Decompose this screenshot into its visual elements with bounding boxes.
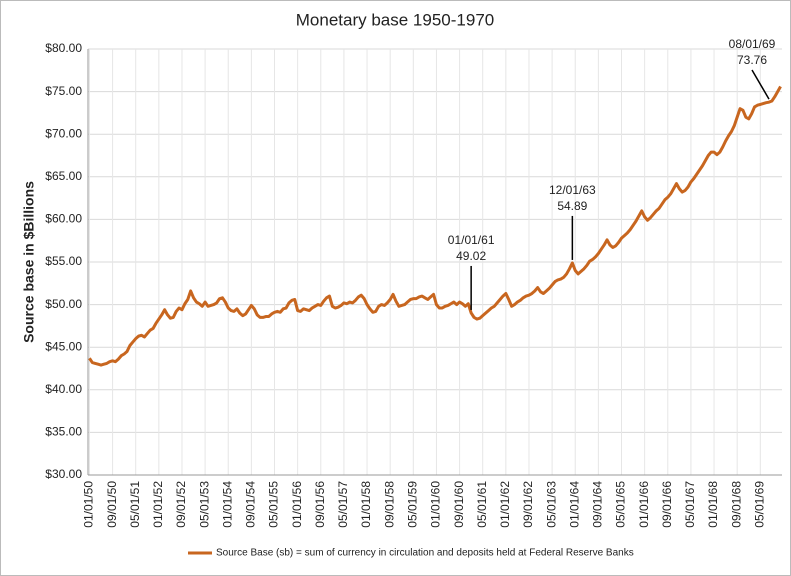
x-tick-label: 09/01/68 [729, 481, 743, 528]
x-tick-label: 09/01/56 [313, 481, 327, 528]
x-tick-label: 01/01/58 [359, 481, 373, 528]
y-tick-label: $55.00 [45, 254, 82, 268]
x-tick-label: 05/01/51 [128, 481, 142, 528]
x-tick-label: 05/01/57 [336, 481, 350, 528]
y-tick-label: $35.00 [45, 425, 82, 439]
x-tick-label: 05/01/61 [475, 481, 489, 528]
y-tick-label: $60.00 [45, 212, 82, 226]
x-tick-label: 09/01/66 [660, 481, 674, 528]
annotation-date: 08/01/69 [729, 37, 776, 51]
annotation-value: 73.76 [737, 53, 767, 67]
chart-title: Monetary base 1950-1970 [296, 10, 494, 29]
annotation-date: 01/01/61 [448, 233, 495, 247]
annotation-leader [751, 69, 770, 100]
x-tick-label: 01/01/54 [220, 481, 234, 528]
x-tick-label: 09/01/52 [174, 481, 188, 528]
y-tick-label: $80.00 [45, 41, 82, 55]
x-tick-label: 09/01/64 [591, 481, 605, 528]
y-tick-label: $45.00 [45, 339, 82, 353]
x-tick-label: 05/01/53 [197, 481, 211, 528]
x-tick-label: 01/01/60 [429, 481, 443, 528]
y-tick-label: $30.00 [45, 467, 82, 481]
y-axis-title: Source base in $Billions [21, 181, 37, 343]
x-tick-label: 09/01/60 [452, 481, 466, 528]
x-tick-label: 09/01/54 [244, 481, 258, 528]
annotation-value: 49.02 [456, 249, 486, 263]
x-tick-label: 01/01/64 [567, 481, 581, 528]
x-tick-label: 05/01/63 [544, 481, 558, 528]
y-tick-label: $65.00 [45, 169, 82, 183]
x-tick-label: 09/01/58 [382, 481, 396, 528]
x-tick-label: 01/01/56 [290, 481, 304, 528]
x-tick-label: 01/01/66 [637, 481, 651, 528]
x-tick-label: 05/01/59 [405, 481, 419, 528]
y-tick-label: $75.00 [45, 84, 82, 98]
x-tick-label: 01/01/68 [706, 481, 720, 528]
x-tick-label: 01/01/62 [498, 481, 512, 528]
x-tick-label: 05/01/69 [752, 481, 766, 528]
x-tick-label: 05/01/55 [267, 481, 281, 528]
y-tick-label: $70.00 [45, 126, 82, 140]
x-tick-label: 01/01/50 [82, 481, 96, 528]
x-tick-label: 05/01/67 [683, 481, 697, 528]
x-tick-label: 09/01/50 [105, 481, 119, 528]
series-line [88, 85, 782, 367]
annotation-date: 12/01/63 [549, 183, 596, 197]
annotation-value: 54.89 [557, 199, 587, 213]
y-tick-label: $40.00 [45, 382, 82, 396]
legend-label: Source Base (sb) = sum of currency in ci… [216, 548, 634, 559]
x-tick-label: 09/01/62 [521, 481, 535, 528]
x-tick-label: 05/01/65 [614, 481, 628, 528]
x-tick-label: 01/01/52 [151, 481, 165, 528]
y-tick-label: $50.00 [45, 297, 82, 311]
